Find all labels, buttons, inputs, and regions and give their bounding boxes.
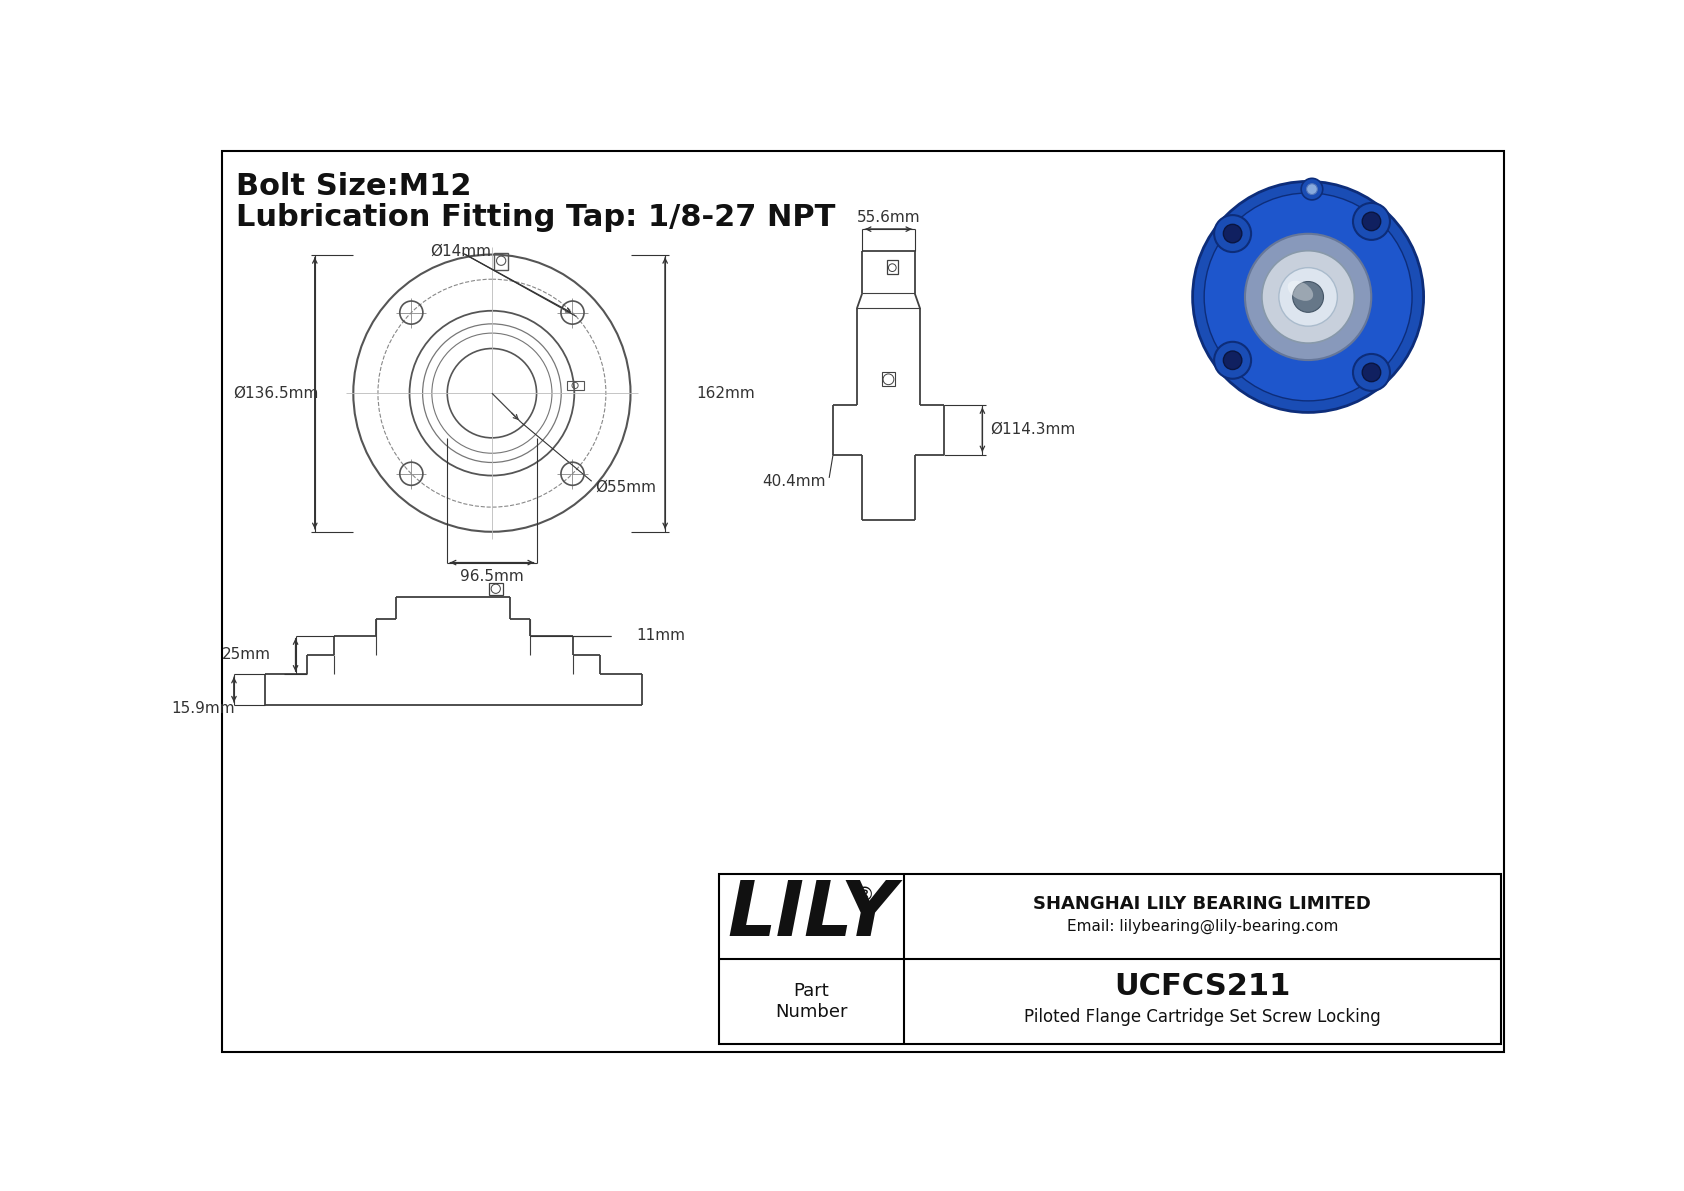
- Circle shape: [1192, 181, 1423, 412]
- Text: SHANGHAI LILY BEARING LIMITED: SHANGHAI LILY BEARING LIMITED: [1034, 894, 1371, 912]
- Circle shape: [1307, 183, 1317, 194]
- Text: 11mm: 11mm: [637, 628, 685, 643]
- Circle shape: [1352, 202, 1389, 239]
- Circle shape: [1261, 251, 1354, 343]
- Text: Piloted Flange Cartridge Set Screw Locking: Piloted Flange Cartridge Set Screw Locki…: [1024, 1008, 1381, 1025]
- Text: 15.9mm: 15.9mm: [172, 701, 236, 716]
- Circle shape: [1244, 233, 1371, 360]
- Bar: [566, 381, 584, 391]
- Circle shape: [1302, 179, 1322, 200]
- Text: Part
Number: Part Number: [775, 983, 847, 1021]
- Text: Ø55mm: Ø55mm: [596, 480, 657, 495]
- Text: 55.6mm: 55.6mm: [857, 210, 919, 225]
- Circle shape: [1223, 351, 1241, 369]
- Ellipse shape: [1288, 281, 1314, 301]
- Text: Bolt Size:M12: Bolt Size:M12: [236, 173, 472, 201]
- Bar: [488, 582, 504, 596]
- Text: Email: lilybearing@lily-bearing.com: Email: lilybearing@lily-bearing.com: [1066, 919, 1337, 935]
- Text: 40.4mm: 40.4mm: [761, 474, 825, 490]
- Bar: [881, 373, 896, 386]
- Bar: [719, 874, 1500, 1043]
- Text: Ø14mm: Ø14mm: [431, 243, 492, 258]
- Text: ®: ®: [854, 886, 874, 905]
- Text: 96.5mm: 96.5mm: [460, 569, 524, 584]
- Text: UCFCS211: UCFCS211: [1115, 972, 1290, 1000]
- Bar: [887, 260, 899, 274]
- Circle shape: [1214, 216, 1251, 252]
- Circle shape: [1278, 268, 1337, 326]
- Text: Ø136.5mm: Ø136.5mm: [234, 386, 318, 400]
- Text: LILY: LILY: [727, 878, 896, 953]
- Bar: [493, 252, 509, 270]
- Text: Ø114.3mm: Ø114.3mm: [990, 422, 1074, 437]
- Circle shape: [1223, 224, 1241, 243]
- Text: Lubrication Fitting Tap: 1/8-27 NPT: Lubrication Fitting Tap: 1/8-27 NPT: [236, 202, 835, 232]
- Circle shape: [1214, 342, 1251, 379]
- Text: 25mm: 25mm: [222, 648, 271, 662]
- Circle shape: [1204, 193, 1413, 401]
- Circle shape: [1362, 212, 1381, 231]
- Circle shape: [1293, 281, 1324, 312]
- Text: 162mm: 162mm: [695, 386, 754, 400]
- Circle shape: [1362, 363, 1381, 381]
- Circle shape: [1352, 354, 1389, 391]
